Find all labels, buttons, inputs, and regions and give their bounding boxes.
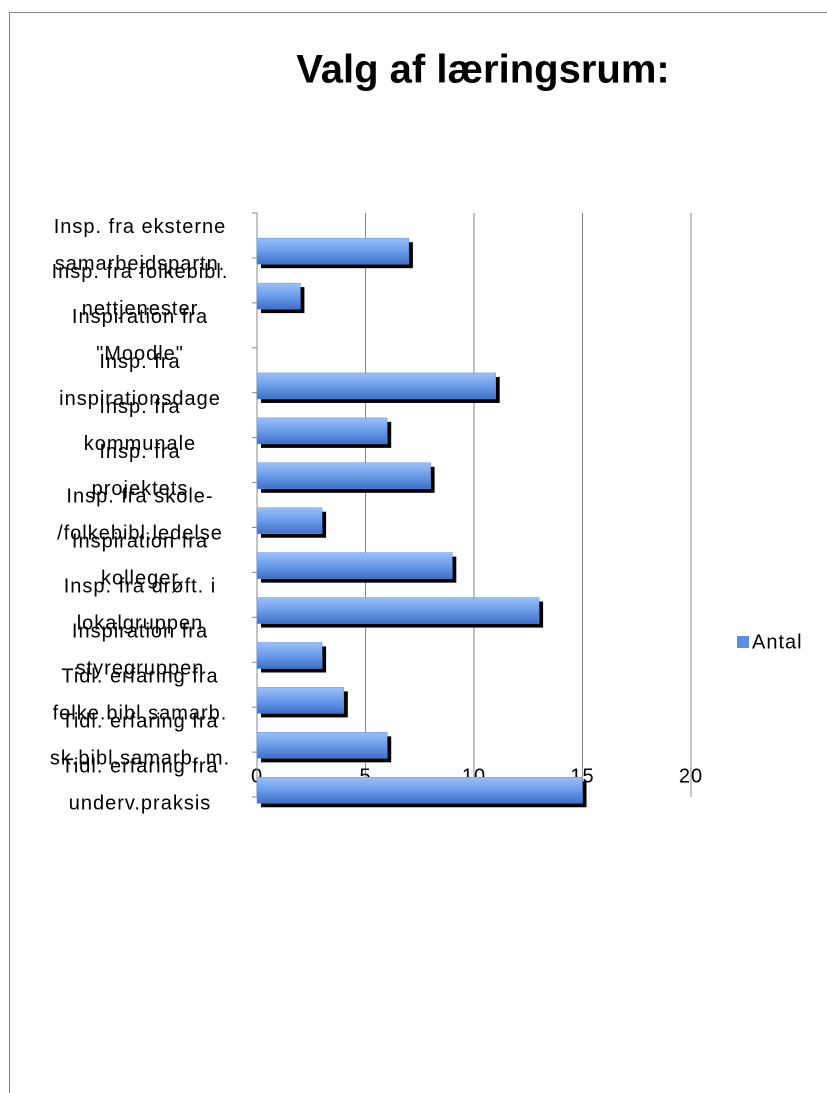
y-tick-label-line: Insp. fra <box>99 351 180 373</box>
bar <box>256 732 388 759</box>
y-tick-label-line: samarbejdspartn. <box>55 253 226 275</box>
bar <box>256 687 345 714</box>
y-tick-label-line: projektets <box>92 478 189 500</box>
y-tick-label-line: lokalgruppen <box>77 613 204 635</box>
bar <box>256 237 410 265</box>
y-tick-label-line: Insp. fra drøft. i <box>64 576 216 598</box>
y-tick-label: Insp. fra kommunale <box>84 396 196 455</box>
y-tick-label-line: inspirationsdage <box>59 388 221 410</box>
y-tick-label: Insp. fra projektets <box>92 441 189 500</box>
bar <box>256 777 583 804</box>
y-tick-label-line: Insp. fra <box>99 441 180 463</box>
y-tick-label-line: kolleger <box>101 568 179 590</box>
y-tick-label: Tidl. erfaring fra folke.bibl.samarb. <box>53 666 228 725</box>
y-tick-label-line: Insp. fra folkebibl. <box>52 261 229 283</box>
x-tick-label: 20 <box>679 765 703 787</box>
y-tick-label: Inspiration fra kolleger <box>72 531 208 590</box>
y-tick-label-line: Inspiration fra <box>72 621 208 643</box>
y-tick-label-line: Insp. fra eksterne <box>54 216 227 238</box>
y-tick-label-line: sk.bibl.samarb. m. <box>50 748 230 770</box>
y-tick-label: Insp. fra eksterne samarbejdspartn. <box>54 216 227 275</box>
legend-swatch <box>737 636 749 648</box>
chart-title: Valg af læringsrum: <box>296 48 669 92</box>
y-tick-label: Tidl. erfaring fra sk.bibl.samarb. m. <box>50 711 230 770</box>
bar <box>256 552 453 579</box>
y-tick-label-line: folke.bibl.samarb. <box>53 703 228 725</box>
y-tick-label-line: "Moodle" <box>96 343 184 365</box>
y-tick-label-line: kommunale <box>84 433 196 455</box>
bar <box>256 507 323 534</box>
bar <box>256 417 388 445</box>
bar <box>256 597 540 624</box>
legend-label: Antal <box>752 631 803 653</box>
y-tick-label: Insp. fra inspirationsdage <box>59 351 221 410</box>
y-tick-label-line: Inspiration fra <box>72 531 208 553</box>
y-tick-label-line: Tidl. erfaring fra <box>61 711 218 733</box>
y-tick-label: Inspiration fra "Moodle" <box>72 306 208 365</box>
y-tick-label: Inspiration fra styregruppen <box>72 621 208 680</box>
y-tick-label-line: Inspiration fra <box>72 306 208 328</box>
y-tick-label: Insp. fra folkebibl. nettjenester <box>52 261 229 320</box>
bar <box>256 462 431 490</box>
y-tick-label-line: Insp. fra <box>99 396 180 418</box>
y-tick-label-line: /folkebibl.ledelse <box>57 523 223 545</box>
y-tick-label-line: Tidl. erfaring fra <box>61 666 218 688</box>
bar <box>256 282 301 310</box>
x-tick-label: 5 <box>359 765 371 787</box>
y-tick-label: Tidl. erfaring fra underv.praksis <box>61 756 218 815</box>
y-tick-label-line: styregruppen <box>76 658 205 680</box>
y-tick-label-line: underv.praksis <box>69 793 212 815</box>
bar <box>256 372 496 400</box>
y-tick-label-line: nettjenester <box>82 298 199 320</box>
y-tick-label-line: Insp. fra skole- <box>66 486 213 508</box>
bar <box>256 642 323 669</box>
y-tick-label: Insp. fra skole- /folkebibl.ledelse <box>57 486 223 545</box>
y-tick-label-line: Tidl. erfaring fra <box>61 756 218 778</box>
y-tick-label: Insp. fra drøft. i lokalgruppen <box>64 576 216 635</box>
